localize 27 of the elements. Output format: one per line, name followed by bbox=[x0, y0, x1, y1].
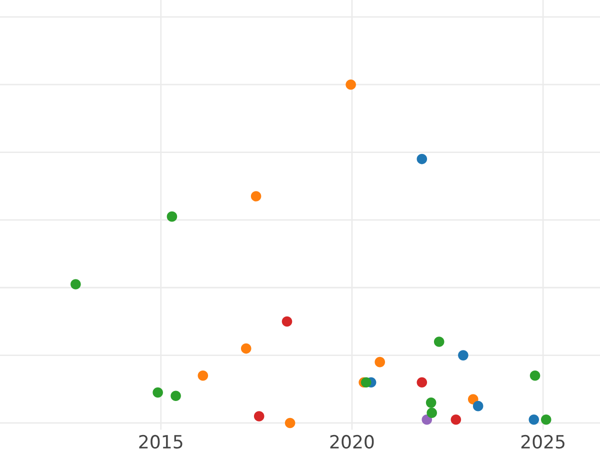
point bbox=[170, 390, 181, 402]
point bbox=[284, 418, 296, 428]
point bbox=[282, 316, 292, 327]
point bbox=[254, 411, 264, 422]
point bbox=[152, 387, 163, 398]
point bbox=[540, 414, 552, 425]
point bbox=[472, 400, 484, 412]
point bbox=[240, 343, 252, 354]
point bbox=[198, 370, 208, 381]
point bbox=[166, 211, 178, 222]
x-tick-label: 2020 bbox=[330, 434, 374, 449]
point bbox=[530, 370, 540, 381]
point bbox=[70, 279, 81, 290]
point bbox=[374, 356, 386, 368]
point bbox=[458, 350, 468, 360]
point bbox=[528, 414, 540, 425]
point bbox=[416, 154, 428, 164]
point bbox=[426, 398, 436, 408]
point bbox=[450, 414, 462, 425]
point bbox=[434, 336, 444, 347]
point bbox=[250, 191, 262, 202]
x-tick-label: 2015 bbox=[139, 434, 182, 449]
x-tick-label: 2025 bbox=[521, 434, 564, 449]
point bbox=[360, 377, 372, 388]
point bbox=[416, 377, 428, 388]
point bbox=[346, 79, 356, 90]
point bbox=[426, 408, 437, 418]
